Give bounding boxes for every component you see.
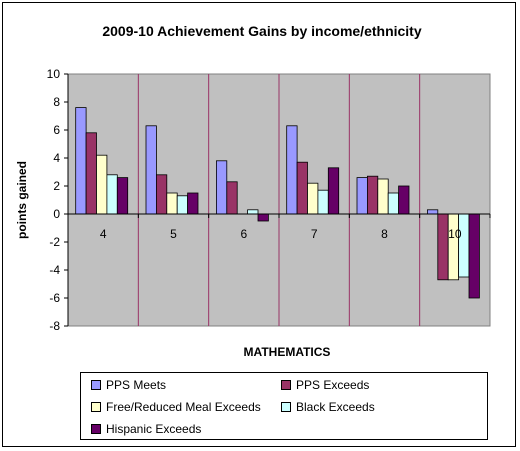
bar [296,161,308,215]
legend-swatch [281,380,291,390]
bar [106,174,118,215]
y-tick-label: -2 [49,235,60,249]
legend-swatch [91,380,101,390]
bar [458,213,470,278]
bar [247,209,259,215]
y-tick-label: 10 [47,67,61,81]
legend-label: Hispanic Exceeds [106,422,202,436]
legend-item: Free/Reduced Meal Exceeds [91,399,261,415]
bar [187,192,199,215]
legend-label: PPS Meets [106,378,167,392]
y-tick-label: -4 [49,263,60,277]
bar [116,177,129,215]
bar [447,213,460,281]
x-tick-label: 7 [311,227,318,241]
y-tick-label: -6 [49,291,60,305]
x-tick-label: 5 [170,227,177,241]
bar [377,178,389,215]
y-tick-label: 0 [53,207,60,221]
legend-swatch [91,402,101,412]
bar [176,195,188,215]
bar [366,175,379,215]
bar [155,174,168,215]
bar [85,132,97,215]
legend-item: PPS Exceeds [281,377,369,393]
bar-series [75,107,480,299]
bar [468,213,480,299]
bar [215,160,228,215]
y-tick-label: 2 [53,179,60,193]
x-tick-label: 6 [240,227,247,241]
bar [96,154,108,215]
bar [226,181,238,215]
legend-item: Black Exceeds [281,399,375,415]
bar [145,125,157,215]
x-tick-label: 4 [100,227,107,241]
bar [286,125,298,215]
legend-label: Black Exceeds [296,400,375,414]
x-tick-label: 8 [381,227,388,241]
bar [166,192,178,215]
category-dividers [137,74,421,326]
bar [426,209,439,215]
y-axis-ticks: -8 -6 -4 -2 0 2 4 6 8 10 [47,67,68,333]
legend-item: PPS Meets [91,377,166,393]
legend-swatch [281,402,291,412]
legend-label: PPS Exceeds [296,378,370,392]
y-tick-label: 4 [53,151,60,165]
bar [75,107,87,215]
x-tick-label: 10 [448,227,462,241]
bar [257,213,269,222]
y-tick-label: -8 [49,319,60,333]
bar [307,182,319,215]
bar [356,177,368,215]
legend-label: Free/Reduced Meal Exceeds [106,400,261,414]
chart-title: 2009-10 Achievement Gains by income/ethn… [102,23,421,39]
y-tick-label: 6 [53,123,60,137]
bar [398,185,410,215]
y-axis-label: points gained [15,161,29,239]
legend-item: Hispanic Exceeds [91,421,201,437]
bar [317,189,329,215]
y-tick-label: 8 [53,95,60,109]
bar [437,213,449,281]
legend: PPS Meets PPS Exceeds Free/Reduced Meal Ex… [80,372,488,440]
x-axis-ticks: 4 5 6 7 8 10 [67,214,491,241]
x-axis-label: MATHEMATICS [244,345,331,359]
legend-swatch [91,424,101,434]
bar [327,167,340,215]
bar [387,192,400,215]
